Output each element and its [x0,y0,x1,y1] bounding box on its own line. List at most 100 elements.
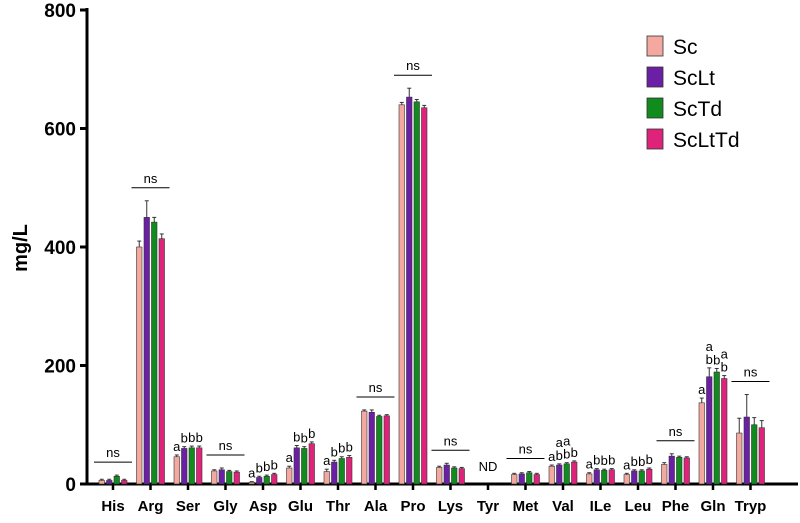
significance-letter: a [248,466,256,481]
bar [218,469,225,485]
legend-label: ScLt [673,67,715,90]
bar [136,246,143,485]
x-tick-label: ILe [590,498,612,515]
bar [106,480,113,485]
ns-label: ns [219,438,233,453]
bar [451,467,458,485]
bar [713,371,720,485]
ns-label: ns [744,365,758,380]
significance-letter: a [173,439,181,454]
bar [301,448,308,485]
bar [293,447,300,485]
bar [151,221,158,485]
significance-letter: a [323,453,331,468]
bar [256,477,263,485]
ns-label: ns [144,171,158,186]
bar [211,470,218,485]
significance-letter: b [706,352,713,367]
bar [443,464,450,485]
bar [113,475,120,485]
bar [548,465,555,485]
bar [526,472,533,485]
bar [646,468,653,485]
legend-swatch [646,66,664,88]
bar [376,416,383,485]
y-axis-title: mg/L [10,224,32,272]
x-tick-label: His [101,498,124,515]
bar [143,217,150,485]
significance-letter: a [623,457,631,472]
legend-label: Sc [673,36,698,59]
bar [346,457,353,485]
bar [308,443,315,485]
significance-letter: a [286,450,294,465]
y-tick-label: 600 [44,120,76,141]
x-tick-label: Leu [625,498,652,515]
bar [398,104,405,485]
significance-letter: b [646,452,653,467]
y-tick-label: 0 [65,475,76,496]
significance-letter: b [563,447,570,462]
bar [173,456,180,485]
significance-letter: b [263,459,270,474]
significance-letter: a [548,449,556,464]
x-tick-label: Glu [288,498,313,515]
significance-letter: b [181,431,188,446]
bar [556,464,563,485]
significance-letter: b [301,431,308,446]
significance-letter: b [721,360,728,375]
y-tick-label: 400 [44,238,76,259]
bar [638,470,645,485]
bar [248,481,255,485]
bar [98,480,105,485]
bar [368,412,375,485]
significance-letter: b [196,430,203,445]
y-tick-label: 200 [44,357,76,378]
bar [436,467,443,485]
bar [331,461,338,485]
bar [736,432,743,485]
bar [683,457,690,485]
legend-swatch [646,97,664,119]
bar [593,469,600,485]
significance-letter: b [593,453,600,468]
significance-letter: b [338,441,345,456]
significance-letter: a [698,382,706,397]
x-tick-label: Ala [364,498,388,515]
x-tick-label: Tyr [477,498,499,515]
x-tick-label: Arg [138,498,164,515]
bar [623,474,630,485]
legend-label: ScLtTd [673,129,740,152]
y-tick-label: 800 [44,1,76,22]
significance-letter: b [713,352,720,367]
x-tick-label: Met [513,498,539,515]
bar [383,415,390,485]
significance-letter: a [706,339,714,354]
bar [271,474,278,485]
legend-swatch [646,35,664,57]
legend: Sc ScLt ScTd ScLtTd [646,35,740,152]
axes: 0 200 400 600 800 His Arg Ser Gly Asp Glu Thr Ala Pro… [44,1,798,515]
bar [518,473,525,485]
bar [226,471,233,485]
bars [98,87,765,485]
bar [533,474,540,485]
bar [121,480,128,485]
bar [413,101,420,485]
significance-letter: b [271,457,278,472]
bar [586,473,593,485]
x-tick-label: Gln [701,498,726,515]
bar [751,424,758,485]
significance-letter: b [346,440,353,455]
legend-label: ScTd [673,98,722,121]
bar [676,457,683,485]
bar [631,470,638,485]
significance-letter: a [556,435,564,450]
bar [511,474,518,485]
significance-letter: b [571,445,578,460]
significance-letter: a [586,457,594,472]
x-tick-label: Pro [400,498,425,515]
bar [286,467,293,485]
